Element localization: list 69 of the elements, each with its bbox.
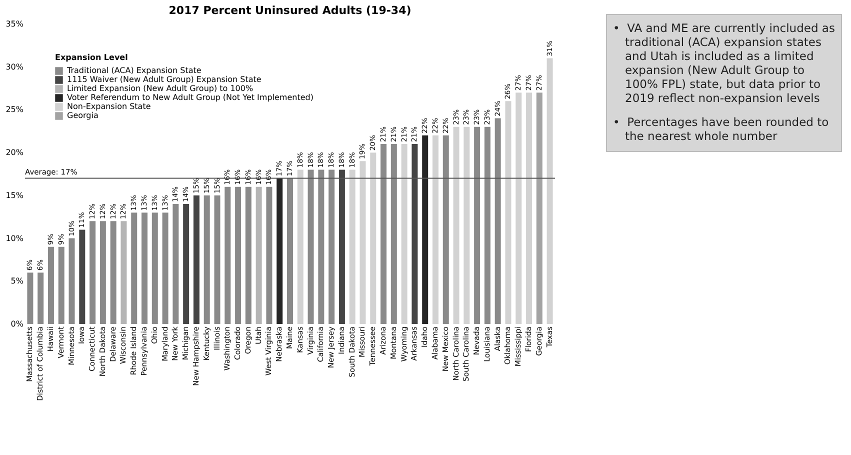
bar [27, 272, 34, 324]
text: • VA and ME are currently included as traditional (ACA) expansion states and Utah is included as a limited expansion (New Adult Group to 100% FPL) state, but data prior to 2019 reflect non-expansion levels [612, 21, 835, 105]
bar [68, 238, 75, 324]
bar [349, 170, 356, 324]
bar [494, 118, 501, 324]
bar [172, 204, 179, 324]
bar [318, 170, 324, 324]
legend-label: Limited Expansion (New Adult Group) to 100% [67, 84, 254, 93]
bar [38, 272, 44, 324]
bar [110, 221, 116, 324]
bar [162, 212, 168, 324]
bar [266, 186, 272, 324]
y-tick-label: 25% [6, 105, 24, 114]
bar [380, 144, 387, 324]
bar [516, 92, 522, 324]
bar [58, 246, 64, 324]
bar [474, 126, 480, 324]
bar [308, 170, 314, 324]
bar [422, 135, 428, 324]
chart-title: 2017 Percent Uninsured Adults (19-34) [168, 4, 412, 17]
bar [287, 178, 293, 324]
bar [536, 92, 542, 324]
bar [276, 178, 283, 324]
bar [100, 221, 106, 324]
bar [120, 221, 127, 324]
bar [214, 195, 220, 324]
bar [328, 170, 335, 324]
bar [183, 204, 190, 324]
bar [90, 221, 96, 324]
bar [546, 58, 553, 324]
bar [224, 186, 231, 324]
bar [152, 212, 158, 324]
bar [131, 212, 138, 324]
bar [401, 144, 408, 324]
bar [256, 186, 262, 324]
bar [79, 230, 86, 324]
legend-label: Traditional (ACA) Expansion State [66, 66, 202, 75]
bar [453, 126, 460, 324]
y-tick-label: 35% [6, 20, 24, 28]
bar [370, 152, 376, 324]
y-tick-label: 0% [10, 320, 24, 328]
bar [360, 161, 366, 324]
legend-label: Non-Expansion State [67, 102, 151, 111]
legend-label: Georgia [67, 111, 98, 120]
legend-label: Voter Referendum to New Adult Group (Not Yet Implemented) [67, 93, 314, 102]
bar [142, 212, 148, 324]
y-tick-label: 5% [10, 276, 24, 286]
bar [235, 186, 242, 324]
bar [245, 186, 252, 324]
bar [464, 126, 470, 324]
bar [505, 101, 512, 324]
y-tick-label: 20% [6, 148, 24, 158]
legend-label: 1115 Waiver (New Adult Group) Expansion State [67, 75, 262, 84]
bar [204, 195, 210, 324]
bar [526, 92, 532, 324]
bar [484, 126, 490, 324]
bar [390, 144, 397, 324]
bar [193, 195, 200, 324]
bar [338, 170, 345, 324]
bar [412, 144, 418, 324]
y-tick-label: 30% [6, 62, 24, 72]
text: • Percentages have been rounded to the nearest whole number [612, 115, 830, 143]
bar [432, 135, 438, 324]
bar [442, 135, 449, 324]
bar [48, 246, 54, 324]
y-tick-label: 10% [6, 234, 24, 243]
legend-title: Expansion Level [55, 53, 128, 62]
y-tick-label: 15% [6, 190, 24, 200]
bar [297, 170, 304, 324]
